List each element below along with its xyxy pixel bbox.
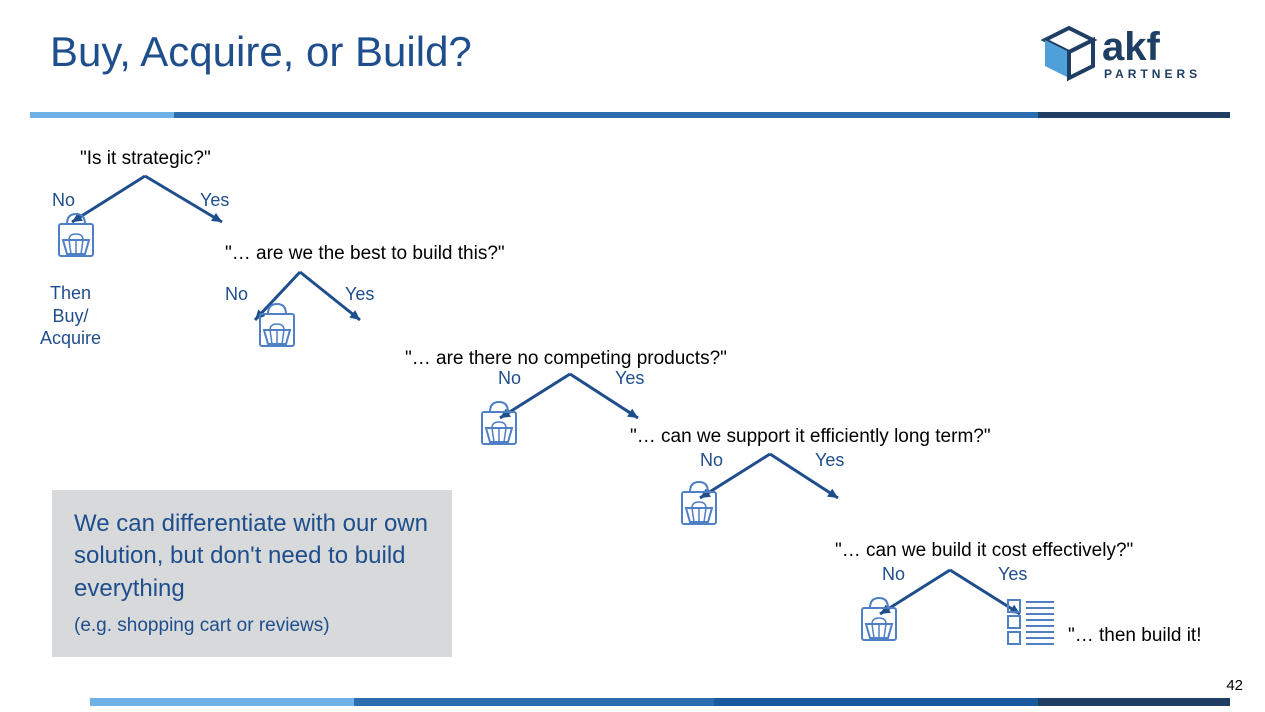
question-q1: "Is it strategic?" [80,148,211,170]
question-q3: "… are there no competing products?" [405,348,727,370]
shopping-bag-icon [482,402,516,444]
callout-box: We can differentiate with our own soluti… [52,490,452,657]
label-yes-q4: Yes [815,450,844,471]
callout-sub-text: (e.g. shopping cart or reviews) [74,615,430,637]
label-no-q4: No [700,450,723,471]
question-q4: "… can we support it efficiently long te… [630,426,991,448]
outcome-buy-acquire: ThenBuy/Acquire [40,282,101,350]
label-no-q5: No [882,564,905,585]
page-number: 42 [1226,677,1243,694]
shopping-bag-icon [682,482,716,524]
outcome-build: "… then build it! [1068,625,1201,647]
label-yes-q5: Yes [998,564,1027,585]
label-yes-q3: Yes [615,368,644,389]
label-no-q3: No [498,368,521,389]
label-yes-q1: Yes [200,190,229,211]
question-q2: "… are we the best to build this?" [225,243,505,265]
callout-main-text: We can differentiate with our own soluti… [74,508,430,605]
label-yes-q2: Yes [345,284,374,305]
question-q5: "… can we build it cost effectively?" [835,540,1133,562]
label-no-q2: No [225,284,248,305]
label-no-q1: No [52,190,75,211]
shopping-bag-icon [862,598,896,640]
bottom-divider [30,698,1230,706]
